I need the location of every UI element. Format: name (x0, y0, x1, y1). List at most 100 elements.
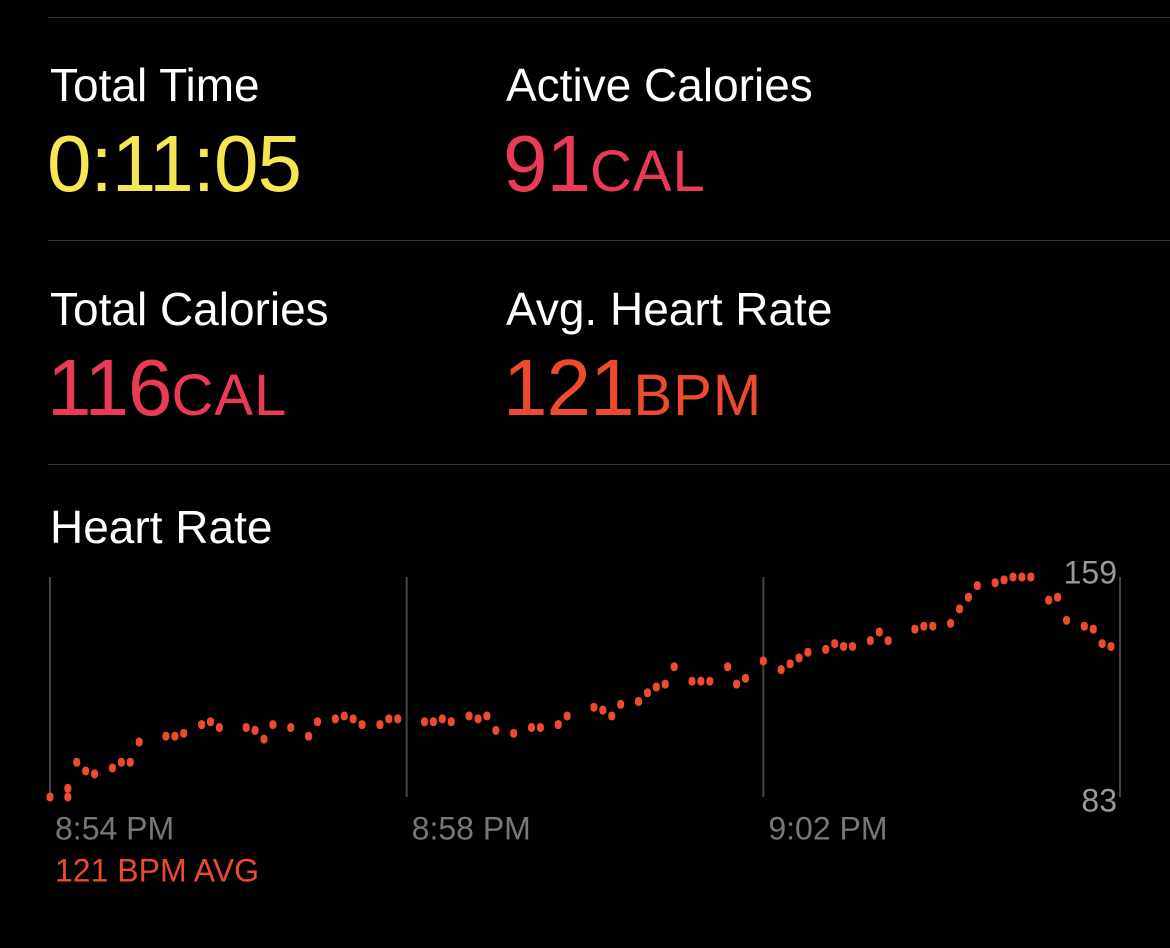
heart-rate-point (563, 711, 571, 721)
chart-title: Heart Rate (50, 501, 272, 553)
separator (48, 240, 1170, 241)
heart-rate-point (438, 714, 446, 724)
heart-rate-point (991, 578, 999, 588)
heart-rate-point (1018, 572, 1026, 582)
heart-rate-point (804, 647, 812, 657)
heart-rate-point (1098, 639, 1106, 649)
heart-rate-point (528, 723, 535, 733)
metric-number: 0:11:05 (47, 119, 302, 208)
heart-rate-point (599, 705, 607, 715)
metric-label: Avg. Heart Rate (506, 283, 833, 335)
heart-rate-point (376, 720, 384, 730)
heart-rate-point (1089, 624, 1097, 634)
heart-rate-point (1054, 592, 1062, 602)
heart-rate-point (724, 662, 732, 672)
heart-rate-point (394, 714, 402, 724)
heart-rate-point (688, 676, 696, 686)
heart-rate-point (964, 592, 972, 602)
metric-value: 116CAL (47, 342, 287, 434)
heart-rate-point (759, 656, 767, 666)
heart-rate-point (64, 792, 72, 802)
separator (48, 464, 1170, 465)
metric-unit: BPM (633, 363, 763, 428)
heart-rate-point (198, 720, 206, 730)
heart-rate-point (162, 731, 170, 741)
heart-rate-point (340, 711, 348, 721)
metric-value: 91CAL (503, 118, 706, 210)
heart-rate-point (358, 720, 366, 730)
heart-rate-point (314, 717, 321, 727)
heart-rate-point (1009, 572, 1017, 582)
heart-rate-point (786, 659, 794, 669)
heart-rate-point (421, 717, 428, 727)
heart-rate-point (331, 714, 339, 724)
heart-rate-point (510, 728, 518, 738)
heart-rate-point (1107, 641, 1115, 651)
heart-rate-point (840, 641, 848, 651)
heart-rate-point (643, 688, 651, 698)
heart-rate-point (1000, 575, 1008, 585)
heart-rate-point (661, 679, 669, 689)
x-tick-label: 8:54 PM (55, 810, 174, 846)
heart-rate-point (795, 653, 803, 663)
heart-rate-point (608, 711, 616, 721)
heart-rate-point (474, 714, 482, 724)
heart-rate-point (920, 621, 928, 631)
heart-rate-point (260, 734, 268, 744)
heart-rate-point (242, 723, 250, 733)
heart-rate-point (849, 641, 856, 651)
heart-rate-point (447, 717, 455, 727)
heart-rate-point (697, 676, 705, 686)
heart-rate-point (215, 723, 223, 733)
heart-rate-point (652, 682, 660, 692)
heart-rate-point (73, 757, 81, 767)
heart-rate-point (590, 702, 598, 712)
metric-number: 116 (47, 343, 173, 432)
heart-rate-point (305, 731, 313, 741)
y-tick-label: 83 (1081, 782, 1117, 818)
heart-rate-point (492, 725, 500, 735)
heart-rate-point (742, 673, 749, 683)
x-tick-label: 8:58 PM (412, 810, 531, 846)
heart-rate-point (947, 618, 955, 628)
heart-rate-point (670, 662, 678, 672)
metric-unit: CAL (589, 139, 706, 204)
heart-rate-point (117, 757, 125, 767)
heart-rate-point (831, 639, 839, 649)
heart-rate-point (1045, 595, 1053, 605)
heart-rate-point (1027, 572, 1035, 582)
separator (48, 17, 1170, 18)
heart-rate-point (536, 723, 544, 733)
heart-rate-point (1080, 621, 1088, 631)
heart-rate-point (554, 720, 562, 730)
heart-rate-point (875, 627, 883, 637)
heart-rate-point (483, 711, 491, 721)
heart-rate-point (82, 766, 90, 776)
heart-rate-point (171, 731, 179, 741)
heart-rate-point (385, 714, 393, 724)
avg-label: 121 BPM AVG (55, 852, 259, 888)
heart-rate-point (108, 763, 116, 773)
heart-rate-point (269, 720, 277, 730)
x-tick-label: 9:02 PM (768, 810, 887, 846)
metric-value: 0:11:05 (47, 118, 302, 210)
heart-rate-point (635, 696, 642, 706)
metric-label: Total Time (50, 59, 260, 111)
metric-label: Active Calories (506, 59, 813, 111)
heart-rate-point (64, 783, 72, 793)
heart-rate-point (180, 728, 188, 738)
heart-rate-point (956, 604, 963, 614)
heart-rate-point (733, 679, 741, 689)
heart-rate-point (777, 665, 785, 675)
heart-rate-point (207, 717, 214, 727)
heart-rate-point (973, 581, 981, 591)
heart-rate-point (617, 699, 625, 709)
heart-rate-point (929, 621, 937, 631)
heart-rate-point (135, 737, 143, 747)
metric-label: Total Calories (50, 283, 329, 335)
heart-rate-point (884, 636, 892, 646)
metric-unit: CAL (171, 363, 288, 428)
heart-rate-point (866, 636, 874, 646)
